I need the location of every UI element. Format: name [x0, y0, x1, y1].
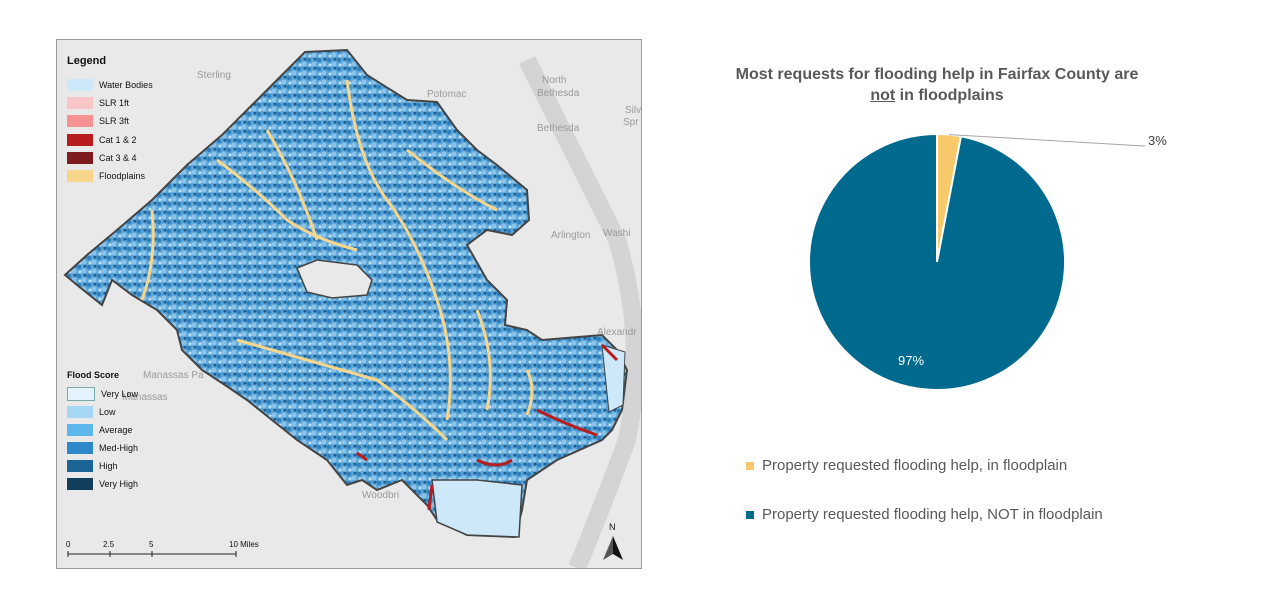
chart-title: Most requests for flooding help in Fairf…: [700, 64, 1174, 106]
place-label: Arlington: [551, 230, 591, 241]
scale-bar: [67, 551, 237, 557]
legend-label: Property requested flooding help, NOT in…: [762, 506, 1103, 523]
place-label: Spr: [623, 117, 639, 128]
north-label: N: [609, 522, 616, 532]
legend-swatch: [746, 510, 754, 519]
map-canvas: [63, 48, 641, 568]
legend-label: SLR 3ft: [99, 116, 130, 126]
legend-item-slr-3ft: SLR 3ft: [67, 114, 129, 128]
flood-score-high: High: [67, 459, 118, 473]
leader-line: [949, 134, 1146, 147]
legend-label: Cat 1 & 2: [99, 135, 137, 145]
legend-label: High: [99, 461, 118, 471]
north-arrow-icon: [603, 536, 623, 560]
legend-label: Cat 3 & 4: [99, 153, 137, 163]
place-label: Sterling: [197, 70, 231, 81]
legend-item-floodplains: Floodplains: [67, 169, 145, 183]
legend-item-cat-3-4: Cat 3 & 4: [67, 151, 137, 165]
place-label: Manassas Pa: [143, 370, 204, 381]
flood-score-very-high: Very High: [67, 477, 138, 491]
map-legend-title: Legend: [67, 55, 107, 67]
excluded-area: [296, 259, 373, 299]
flood-score-average: Average: [67, 423, 132, 437]
place-label: Bethesda: [537, 123, 580, 134]
legend-label: Very Low: [101, 389, 139, 399]
flood-score-very-low: Very Low: [67, 387, 138, 401]
scale-label: 10 Miles: [229, 540, 259, 549]
scale-label: 0: [66, 540, 71, 549]
legend-swatch: [67, 460, 93, 472]
legend-swatch: [67, 134, 93, 146]
legend-label: Average: [99, 425, 133, 435]
legend-label: Med-High: [99, 443, 139, 453]
flood-score-med-high: Med-High: [67, 441, 138, 455]
flood-score-title: Flood Score: [67, 370, 120, 380]
slr-areas: [356, 343, 619, 511]
floodplain-streams: [140, 79, 534, 442]
chart-title-part: in floodplains: [899, 87, 1004, 104]
chart-title-part: Most requests for flooding help in Fairf…: [735, 66, 1139, 83]
legend-swatch: [67, 442, 93, 454]
legend-swatch: [746, 461, 754, 470]
legend-swatch: [67, 424, 93, 436]
legend-label: Water Bodies: [99, 80, 153, 90]
legend-swatch: [67, 170, 93, 182]
flood-map: Sterling Potomac North Bethesda Bethesda…: [56, 39, 642, 569]
legend-swatch: [67, 152, 93, 164]
scale-label: 5: [149, 540, 154, 549]
river-background: [518, 55, 641, 568]
data-label: 3%: [1148, 133, 1167, 148]
water-body: [431, 479, 523, 538]
chart-legend-item-not-in-floodplain: Property requested flooding help, NOT in…: [746, 506, 1103, 523]
legend-label: Floodplains: [99, 171, 146, 181]
legend-label: SLR 1ft: [99, 98, 130, 108]
place-label: Washi: [603, 228, 631, 239]
place-label: Bethesda: [537, 88, 580, 99]
scale-label: 2.5: [103, 540, 115, 549]
legend-swatch: [67, 97, 93, 109]
water-body: [601, 344, 626, 413]
place-label: Woodbri: [362, 490, 400, 501]
pie-slices: [808, 132, 1066, 391]
legend-swatch: [67, 406, 93, 418]
pie-slice: [808, 132, 1066, 391]
legend-item-cat-1-2: Cat 1 & 2: [67, 133, 137, 147]
chart-title-emphasis: not: [870, 87, 896, 104]
legend-label: Property requested flooding help, in flo…: [762, 457, 1068, 474]
legend-label: Low: [99, 407, 116, 417]
place-label: Manassas: [122, 392, 168, 403]
legend-swatch: [67, 115, 93, 127]
place-label: Silv: [625, 105, 642, 116]
flood-score-low: Low: [67, 405, 116, 419]
legend-swatch: [67, 387, 95, 401]
place-label: Potomac: [427, 89, 467, 100]
legend-swatch: [67, 478, 93, 490]
chart-legend-item-in-floodplain: Property requested flooding help, in flo…: [746, 457, 1067, 474]
legend-label: Very High: [99, 479, 139, 489]
place-label: North: [542, 75, 567, 86]
legend-item-water-bodies: Water Bodies: [67, 78, 153, 92]
place-label: Alexandr: [597, 327, 637, 338]
legend-item-slr-1ft: SLR 1ft: [67, 96, 129, 110]
legend-swatch: [67, 79, 93, 91]
data-label: 97%: [898, 353, 924, 368]
